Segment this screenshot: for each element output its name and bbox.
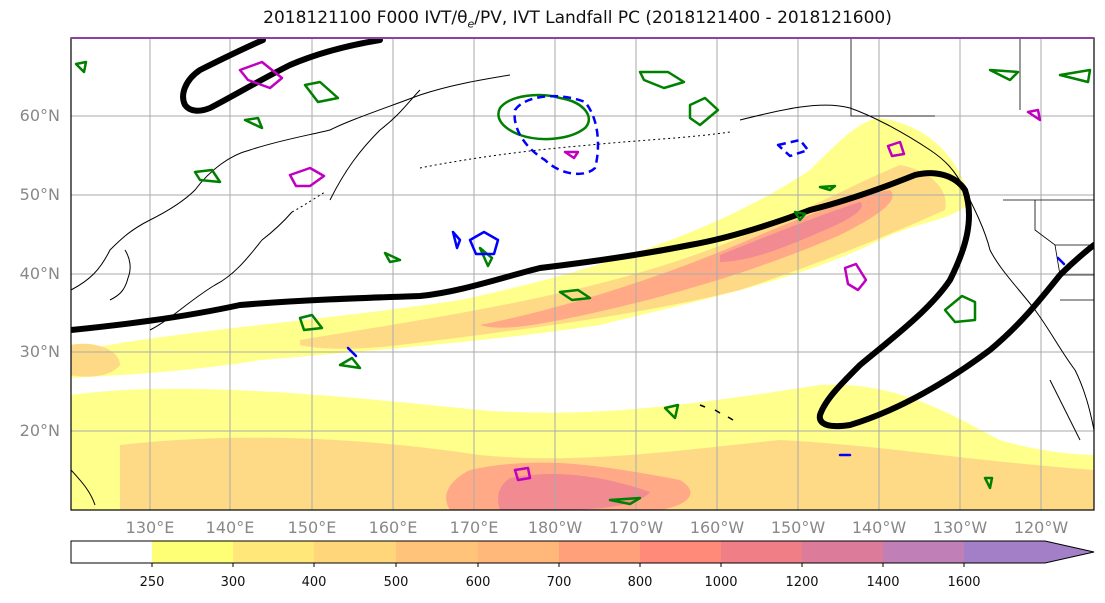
colorbar-label-1200: 1200 bbox=[785, 575, 819, 590]
ivt-band-mid bbox=[300, 165, 946, 349]
baja bbox=[1049, 379, 1081, 441]
colorbar-segment-0 bbox=[71, 541, 152, 563]
colorbar-segment-10 bbox=[883, 541, 964, 563]
ivt-band-core bbox=[480, 190, 893, 328]
lat-label-40n: 40°N bbox=[19, 264, 60, 283]
colorbar-segment-5 bbox=[478, 541, 559, 563]
lon-label-160w: 160°W bbox=[689, 518, 745, 537]
japan bbox=[149, 211, 293, 331]
colorbar-segment-4 bbox=[396, 541, 478, 563]
colorbar-segment-2 bbox=[233, 541, 314, 563]
lon-label-150e: 150°E bbox=[287, 518, 337, 537]
colorbar-label-1600: 1600 bbox=[947, 575, 981, 590]
colorbar-label-1000: 1000 bbox=[704, 575, 738, 590]
asia-coast bbox=[71, 74, 511, 291]
colorbar-segment-3 bbox=[314, 541, 396, 563]
hawaii bbox=[699, 404, 734, 421]
colorbar-label-1400: 1400 bbox=[866, 575, 900, 590]
colorbar-segment-1 bbox=[152, 541, 233, 563]
theta-e-contours bbox=[74, 60, 1092, 506]
lon-label-170e: 170°E bbox=[449, 518, 499, 537]
lat-label-50n: 50°N bbox=[19, 185, 60, 204]
lon-label-140e: 140°E bbox=[205, 518, 255, 537]
pc-contour bbox=[71, 38, 1094, 430]
colorbar-label-250: 250 bbox=[139, 575, 165, 590]
alaska-coast bbox=[739, 104, 966, 191]
pc-contour-north bbox=[180, 38, 383, 114]
aleutians bbox=[419, 131, 731, 169]
colorbar-label-500: 500 bbox=[383, 575, 409, 590]
pc-contour-main bbox=[71, 170, 1094, 430]
pv-contours bbox=[238, 60, 1042, 482]
lon-label-120w: 120°W bbox=[1013, 518, 1069, 537]
lat-label-60n: 60°N bbox=[19, 106, 60, 125]
ivt-band-core-max bbox=[720, 202, 862, 262]
lon-label-130e: 130°E bbox=[125, 518, 175, 537]
colorbar bbox=[70, 540, 1095, 567]
lon-label-140w: 140°W bbox=[851, 518, 907, 537]
lon-label-180w: 180°W bbox=[527, 518, 583, 537]
lat-label-20n: 20°N bbox=[19, 421, 60, 440]
colorbar-outline bbox=[70, 540, 1095, 564]
korea bbox=[109, 249, 131, 301]
lat-label-30n: 30°N bbox=[19, 342, 60, 361]
colorbar-label-800: 800 bbox=[627, 575, 653, 590]
coastlines bbox=[71, 74, 1094, 506]
colorbar-ticks bbox=[151, 563, 965, 567]
colorbar-label-400: 400 bbox=[301, 575, 327, 590]
colorbar-segment-8 bbox=[721, 541, 802, 563]
colorbar-segment-6 bbox=[559, 541, 640, 563]
colorbar-segment-9 bbox=[802, 541, 883, 563]
colorbar-label-600: 600 bbox=[465, 575, 491, 590]
colorbar-segment-7 bbox=[640, 541, 721, 563]
lon-label-130w: 130°W bbox=[932, 518, 988, 537]
lon-label-170w: 170°W bbox=[608, 518, 664, 537]
borders bbox=[850, 38, 1094, 301]
kuril-islands bbox=[291, 191, 326, 213]
colorbar-label-300: 300 bbox=[220, 575, 246, 590]
kamchatka bbox=[329, 89, 421, 201]
philippines bbox=[71, 469, 96, 506]
lon-label-150w: 150°W bbox=[770, 518, 826, 537]
colorbar-segment-11 bbox=[964, 541, 1094, 563]
blue-contours bbox=[346, 95, 1066, 457]
colorbar-label-700: 700 bbox=[546, 575, 572, 590]
lon-label-160e: 160°E bbox=[368, 518, 418, 537]
chart-title: 2018121100 F000 IVT/θe/PV, IVT Landfall … bbox=[263, 8, 892, 31]
